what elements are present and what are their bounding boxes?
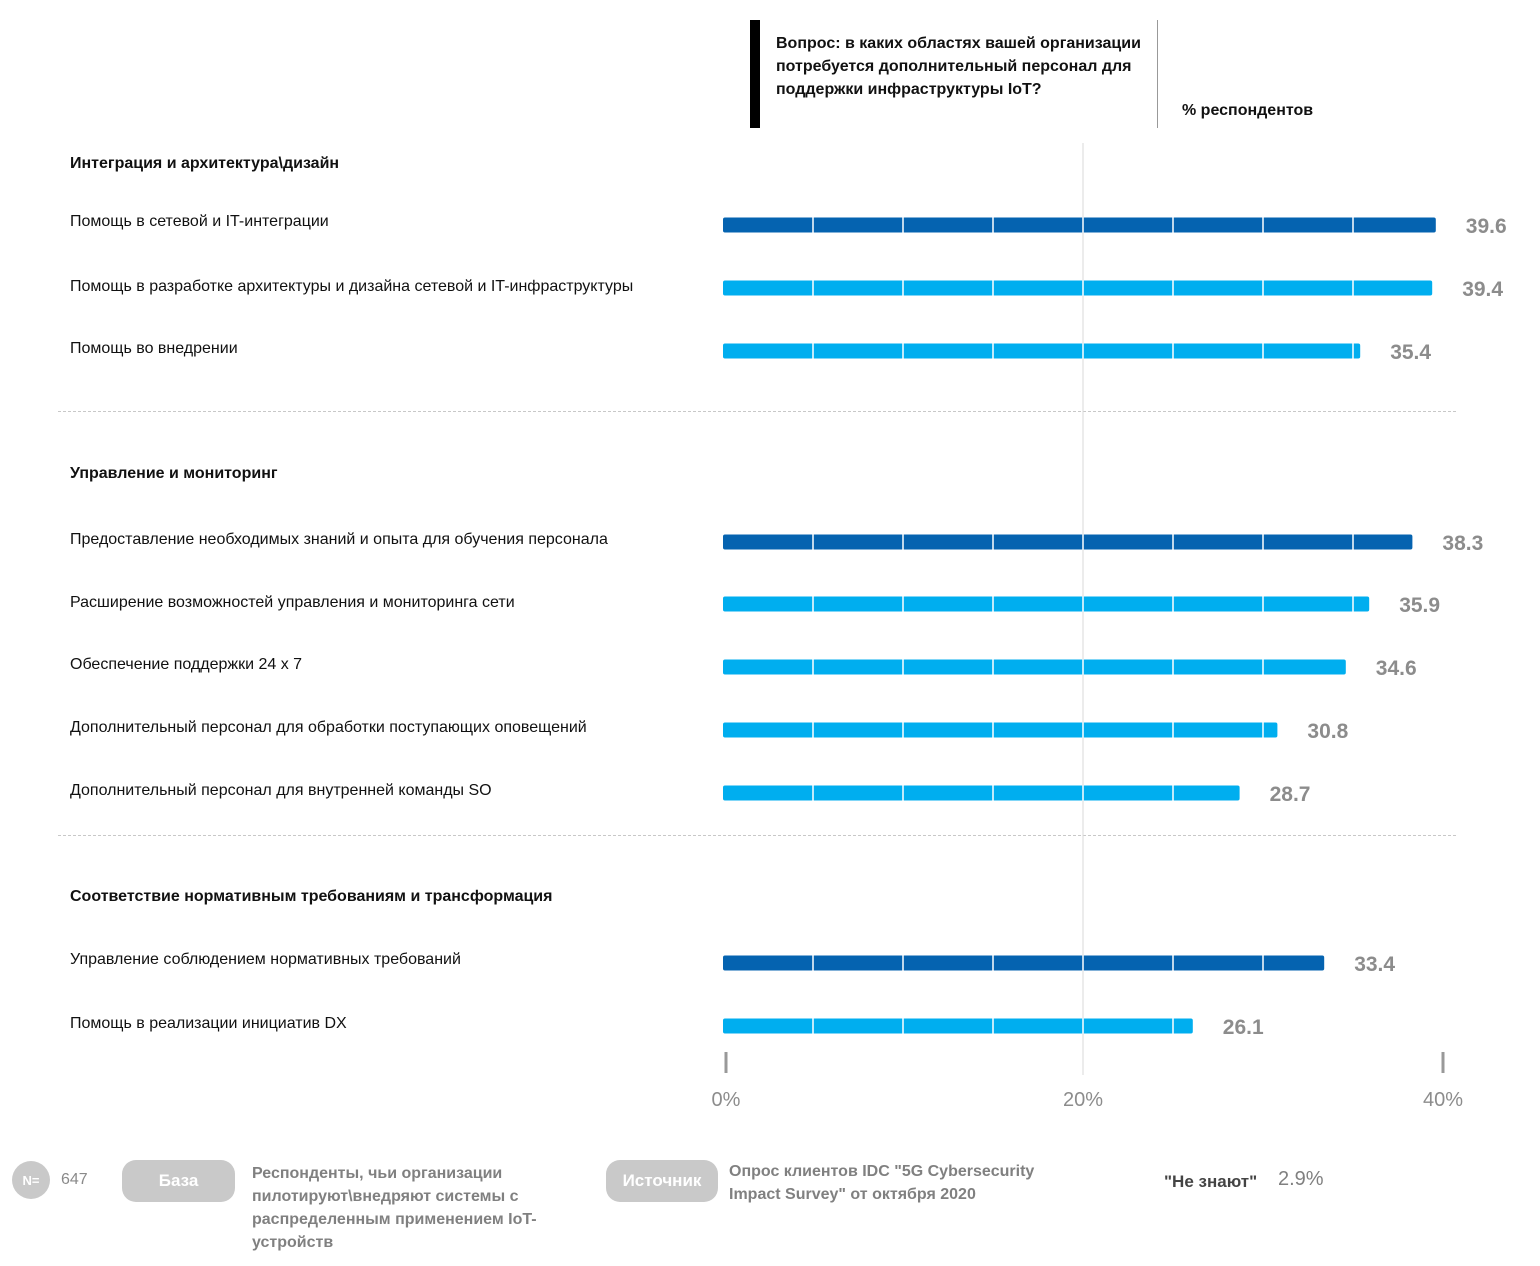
item-label: Дополнительный персонал для внутренней к… bbox=[70, 782, 492, 799]
question-text: Вопрос: в каких областях вашей организац… bbox=[776, 35, 1141, 98]
item-label: Расширение возможностей управления и мон… bbox=[70, 594, 515, 611]
bar bbox=[723, 722, 1278, 738]
dont-know-label: "Не знают" bbox=[1164, 1172, 1258, 1191]
x-tick-label: 40% bbox=[1423, 1089, 1463, 1111]
question-block: Вопрос: в каких областях вашей организац… bbox=[750, 20, 1160, 128]
value-label: 33.4 bbox=[1354, 953, 1395, 976]
value-label: 35.4 bbox=[1390, 341, 1431, 364]
n-badge: N= bbox=[12, 1161, 50, 1199]
bar bbox=[723, 955, 1325, 971]
bar bbox=[723, 1018, 1193, 1034]
item-label: Помощь во внедрении bbox=[70, 340, 238, 357]
bar bbox=[723, 659, 1346, 675]
item-label: Управление соблюдением нормативных требо… bbox=[70, 951, 461, 968]
value-label: 26.1 bbox=[1223, 1016, 1264, 1039]
bar bbox=[723, 280, 1433, 296]
item-label: Помощь в разработке архитектуры и дизайн… bbox=[70, 278, 634, 295]
group-title-integration: Интеграция и архитектура\дизайн bbox=[70, 155, 340, 172]
group-separator bbox=[58, 835, 1456, 836]
item-label: Дополнительный персонал для обработки по… bbox=[70, 719, 587, 736]
value-label: 35.9 bbox=[1399, 594, 1440, 617]
base-pill: База bbox=[122, 1160, 235, 1202]
value-label: 39.4 bbox=[1462, 278, 1503, 301]
bar bbox=[723, 343, 1361, 359]
bar bbox=[723, 785, 1240, 801]
item-label: Обеспечение поддержки 24 х 7 bbox=[70, 656, 303, 673]
value-label: 34.6 bbox=[1376, 657, 1417, 680]
x-tick-label: 20% bbox=[1063, 1089, 1103, 1111]
question-accent-bar bbox=[750, 20, 760, 128]
item-label: Помощь в сетевой и IT-интеграции bbox=[70, 213, 329, 230]
group-separator bbox=[58, 411, 1456, 412]
value-label: 30.8 bbox=[1307, 720, 1348, 743]
unit-label: % респондентов bbox=[1182, 102, 1314, 119]
value-label: 39.6 bbox=[1466, 215, 1507, 238]
base-description: Респонденты, чьи организации пилотируют\… bbox=[252, 1165, 537, 1251]
item-label: Помощь в реализации инициатив DX bbox=[70, 1015, 347, 1032]
header-divider bbox=[1157, 20, 1158, 128]
value-label: 28.7 bbox=[1270, 783, 1311, 806]
dont-know-value: 2.9% bbox=[1278, 1168, 1324, 1190]
bar bbox=[723, 217, 1436, 233]
source-pill: Источник bbox=[606, 1160, 718, 1202]
x-tick-label: 0% bbox=[712, 1089, 741, 1111]
n-value: 647 bbox=[61, 1171, 88, 1188]
bar bbox=[723, 534, 1413, 550]
value-label: 38.3 bbox=[1442, 532, 1483, 555]
group-title-management: Управление и мониторинг bbox=[70, 465, 278, 482]
bar bbox=[723, 596, 1370, 612]
group-title-compliance: Соответствие нормативным требованиям и т… bbox=[70, 888, 553, 905]
source-description: Опрос клиентов IDC "5G Cybersecurity Imp… bbox=[729, 1163, 1035, 1203]
item-label: Предоставление необходимых знаний и опыт… bbox=[70, 531, 608, 548]
